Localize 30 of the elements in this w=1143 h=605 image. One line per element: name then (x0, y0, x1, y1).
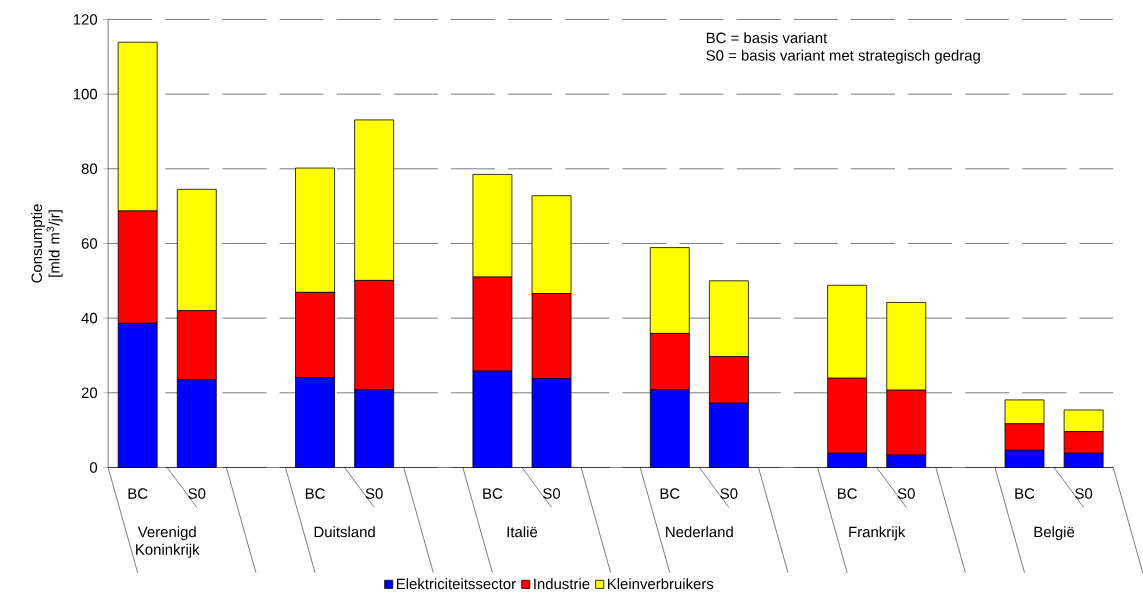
x-tick-label: BC (1015, 488, 1035, 499)
x-tick-label: BC (660, 488, 680, 499)
text: België (1034, 526, 1075, 541)
x-tick-label: BC (483, 488, 503, 499)
y-tick-label: 120 (73, 14, 98, 25)
text: Italië (507, 526, 538, 538)
y-tick-label: 40 (81, 312, 98, 324)
text: Duitsland (314, 526, 375, 538)
x-tick-label: S0 (1075, 488, 1093, 499)
x-tick-label: BC (837, 488, 857, 499)
text: Verenigd Koninkrijk (136, 526, 200, 558)
legend-label: Kleinverbruikers (607, 578, 714, 590)
text: Frankrijk (849, 526, 906, 541)
annotation: S0 = basis variant met strategisch gedrag (706, 49, 980, 64)
legend-label: Elektriciteitssector (396, 578, 516, 590)
x-tick-label: S0 (897, 488, 915, 499)
x-tick-label: S0 (543, 488, 561, 499)
y-tick-label: 100 (73, 88, 98, 100)
annotation: BC = basis variant (706, 32, 828, 44)
x-tick-label: BC (305, 488, 325, 499)
y-tick-label: 60 (81, 238, 98, 249)
y-tick-label: 0 (89, 462, 98, 473)
x-tick-label: S0 (188, 488, 206, 499)
x-tick-label: BC (128, 488, 148, 499)
text: Nederland (666, 526, 733, 538)
y-tick-label: 20 (81, 387, 98, 399)
x-tick-label: S0 (720, 488, 738, 499)
legend-label: Industrie (534, 578, 590, 590)
x-tick-label: S0 (365, 488, 383, 499)
y-tick-label: 80 (81, 163, 98, 175)
